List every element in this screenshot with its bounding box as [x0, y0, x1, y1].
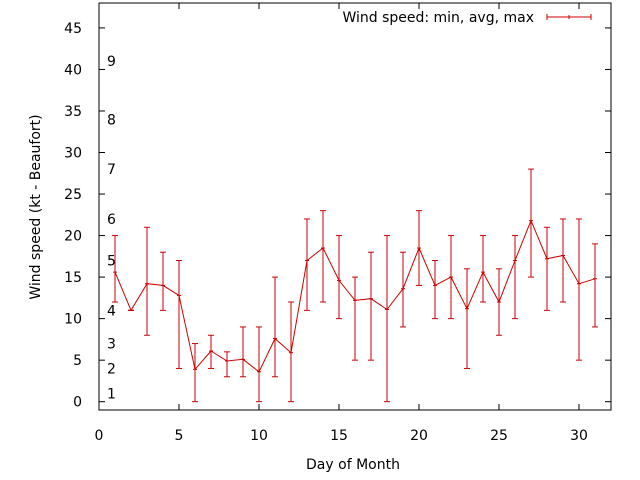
beaufort-label: 1 [107, 386, 116, 402]
y-tick-label: 10 [64, 312, 82, 328]
y-tick-label: 40 [64, 62, 82, 78]
beaufort-annotations: 1 2 3 4 5 6 7 8 9 [107, 54, 116, 402]
x-axis-title: Day of Month [306, 457, 400, 473]
legend-label: Wind speed: min, avg, max [342, 10, 534, 26]
beaufort-label: 3 [107, 337, 116, 353]
beaufort-label: 7 [107, 162, 116, 178]
x-tick-label: 30 [570, 428, 588, 444]
x-tick-label: 15 [330, 428, 348, 444]
y-tick-label: 5 [73, 353, 82, 369]
x-tick-label: 0 [95, 428, 104, 444]
beaufort-label: 9 [107, 54, 116, 70]
y-axis-title: Wind speed (kt - Beaufort) [28, 114, 44, 299]
y-tick-label: 15 [64, 270, 82, 286]
x-tick-label: 20 [410, 428, 428, 444]
y-tick-label: 30 [64, 146, 82, 162]
y-tick-label: 0 [73, 395, 82, 411]
x-tick-label: 25 [490, 428, 508, 444]
plot-frame [98, 2, 612, 411]
legend: Wind speed: min, avg, max [342, 10, 592, 26]
x-tick-label: 5 [175, 428, 184, 444]
beaufort-label: 8 [107, 112, 116, 128]
y-tick-label: 35 [64, 104, 82, 120]
x-axis: 0 5 10 15 20 25 30 [95, 3, 588, 444]
beaufort-label: 2 [107, 361, 116, 377]
y-tick-label: 25 [64, 187, 82, 203]
beaufort-label: 4 [107, 303, 116, 319]
beaufort-label: 6 [107, 212, 116, 228]
x-tick-label: 10 [250, 428, 268, 444]
y-tick-label: 20 [64, 229, 82, 245]
beaufort-label: 5 [107, 253, 116, 269]
y-tick-label: 45 [64, 21, 82, 37]
error-bars [112, 168, 598, 403]
series-line-group [113, 219, 597, 373]
